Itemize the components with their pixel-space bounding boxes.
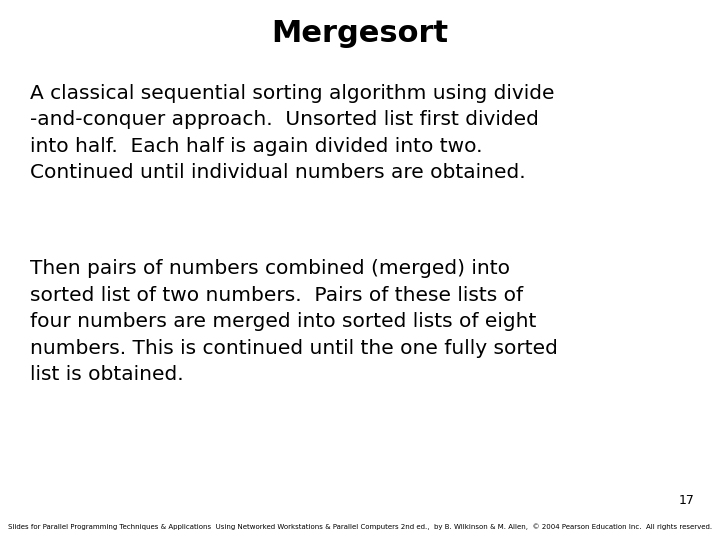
Text: A classical sequential sorting algorithm using divide
-and-conquer approach.  Un: A classical sequential sorting algorithm… [30,84,554,182]
Text: Slides for Parallel Programming Techniques & Applications  Using Networked Works: Slides for Parallel Programming Techniqu… [8,524,712,530]
Text: Then pairs of numbers combined (merged) into
sorted list of two numbers.  Pairs : Then pairs of numbers combined (merged) … [30,259,558,384]
Text: 17: 17 [679,494,695,507]
Text: Mergesort: Mergesort [271,19,449,48]
